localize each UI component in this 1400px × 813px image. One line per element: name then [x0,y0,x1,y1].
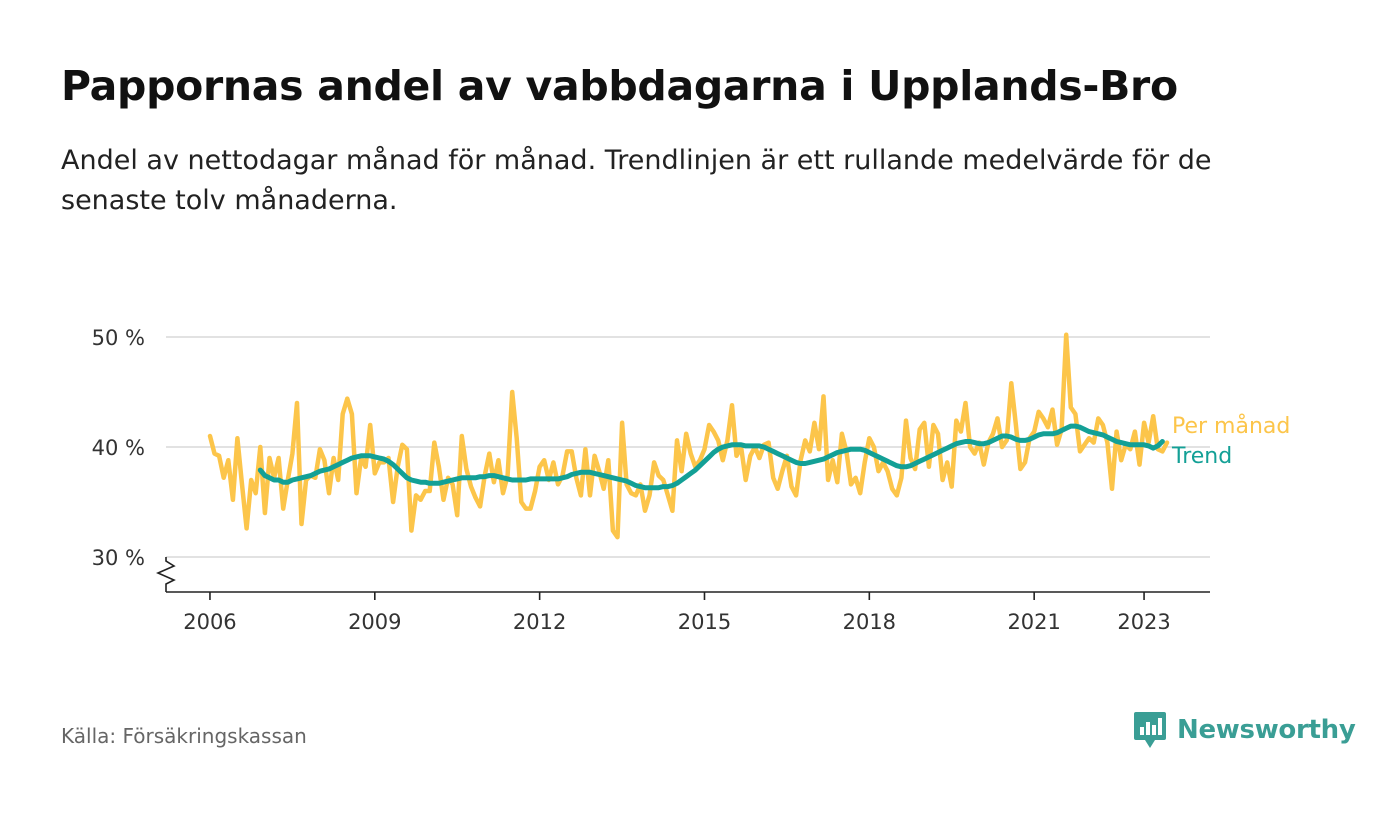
series-lines [207,332,1170,540]
bar-chart-badge-icon [1134,712,1166,748]
x-tick-label: 2023 [1117,610,1170,634]
x-tick-label: 2018 [843,610,896,634]
y-axis-tick-labels: 30 % 40 % 50 % [92,326,145,570]
brand-name: Newsworthy [1177,715,1356,745]
x-tick-label: 2006 [183,610,236,634]
legend-label-per-manad: Per månad [1172,413,1290,439]
source-note: Källa: Försäkringskassan [61,724,307,748]
axis-break-mark [156,557,176,592]
x-tick-label: 2009 [348,610,401,634]
page-title: Pappornas andel av vabbdagarna i Uppland… [61,62,1178,110]
x-tick-label: 2015 [678,610,731,634]
x-tick-label: 2021 [1007,610,1060,634]
legend: Per månad Trend [1171,413,1290,469]
legend-label-trend: Trend [1171,444,1232,469]
x-tick-label: 2012 [513,610,566,634]
series-line-trend [257,423,1165,491]
x-axis-ticks: 2006 2009 2012 2015 2018 2021 2023 [183,592,1171,634]
series-line-per-manad [207,332,1170,540]
y-tick-label: 50 % [92,326,145,350]
page-subtitle: Andel av nettodagar månad för månad. Tre… [61,145,1212,216]
brand-logo[interactable]: Newsworthy [1133,710,1356,750]
y-tick-label: 40 % [92,436,145,460]
y-tick-label: 30 % [92,546,145,570]
